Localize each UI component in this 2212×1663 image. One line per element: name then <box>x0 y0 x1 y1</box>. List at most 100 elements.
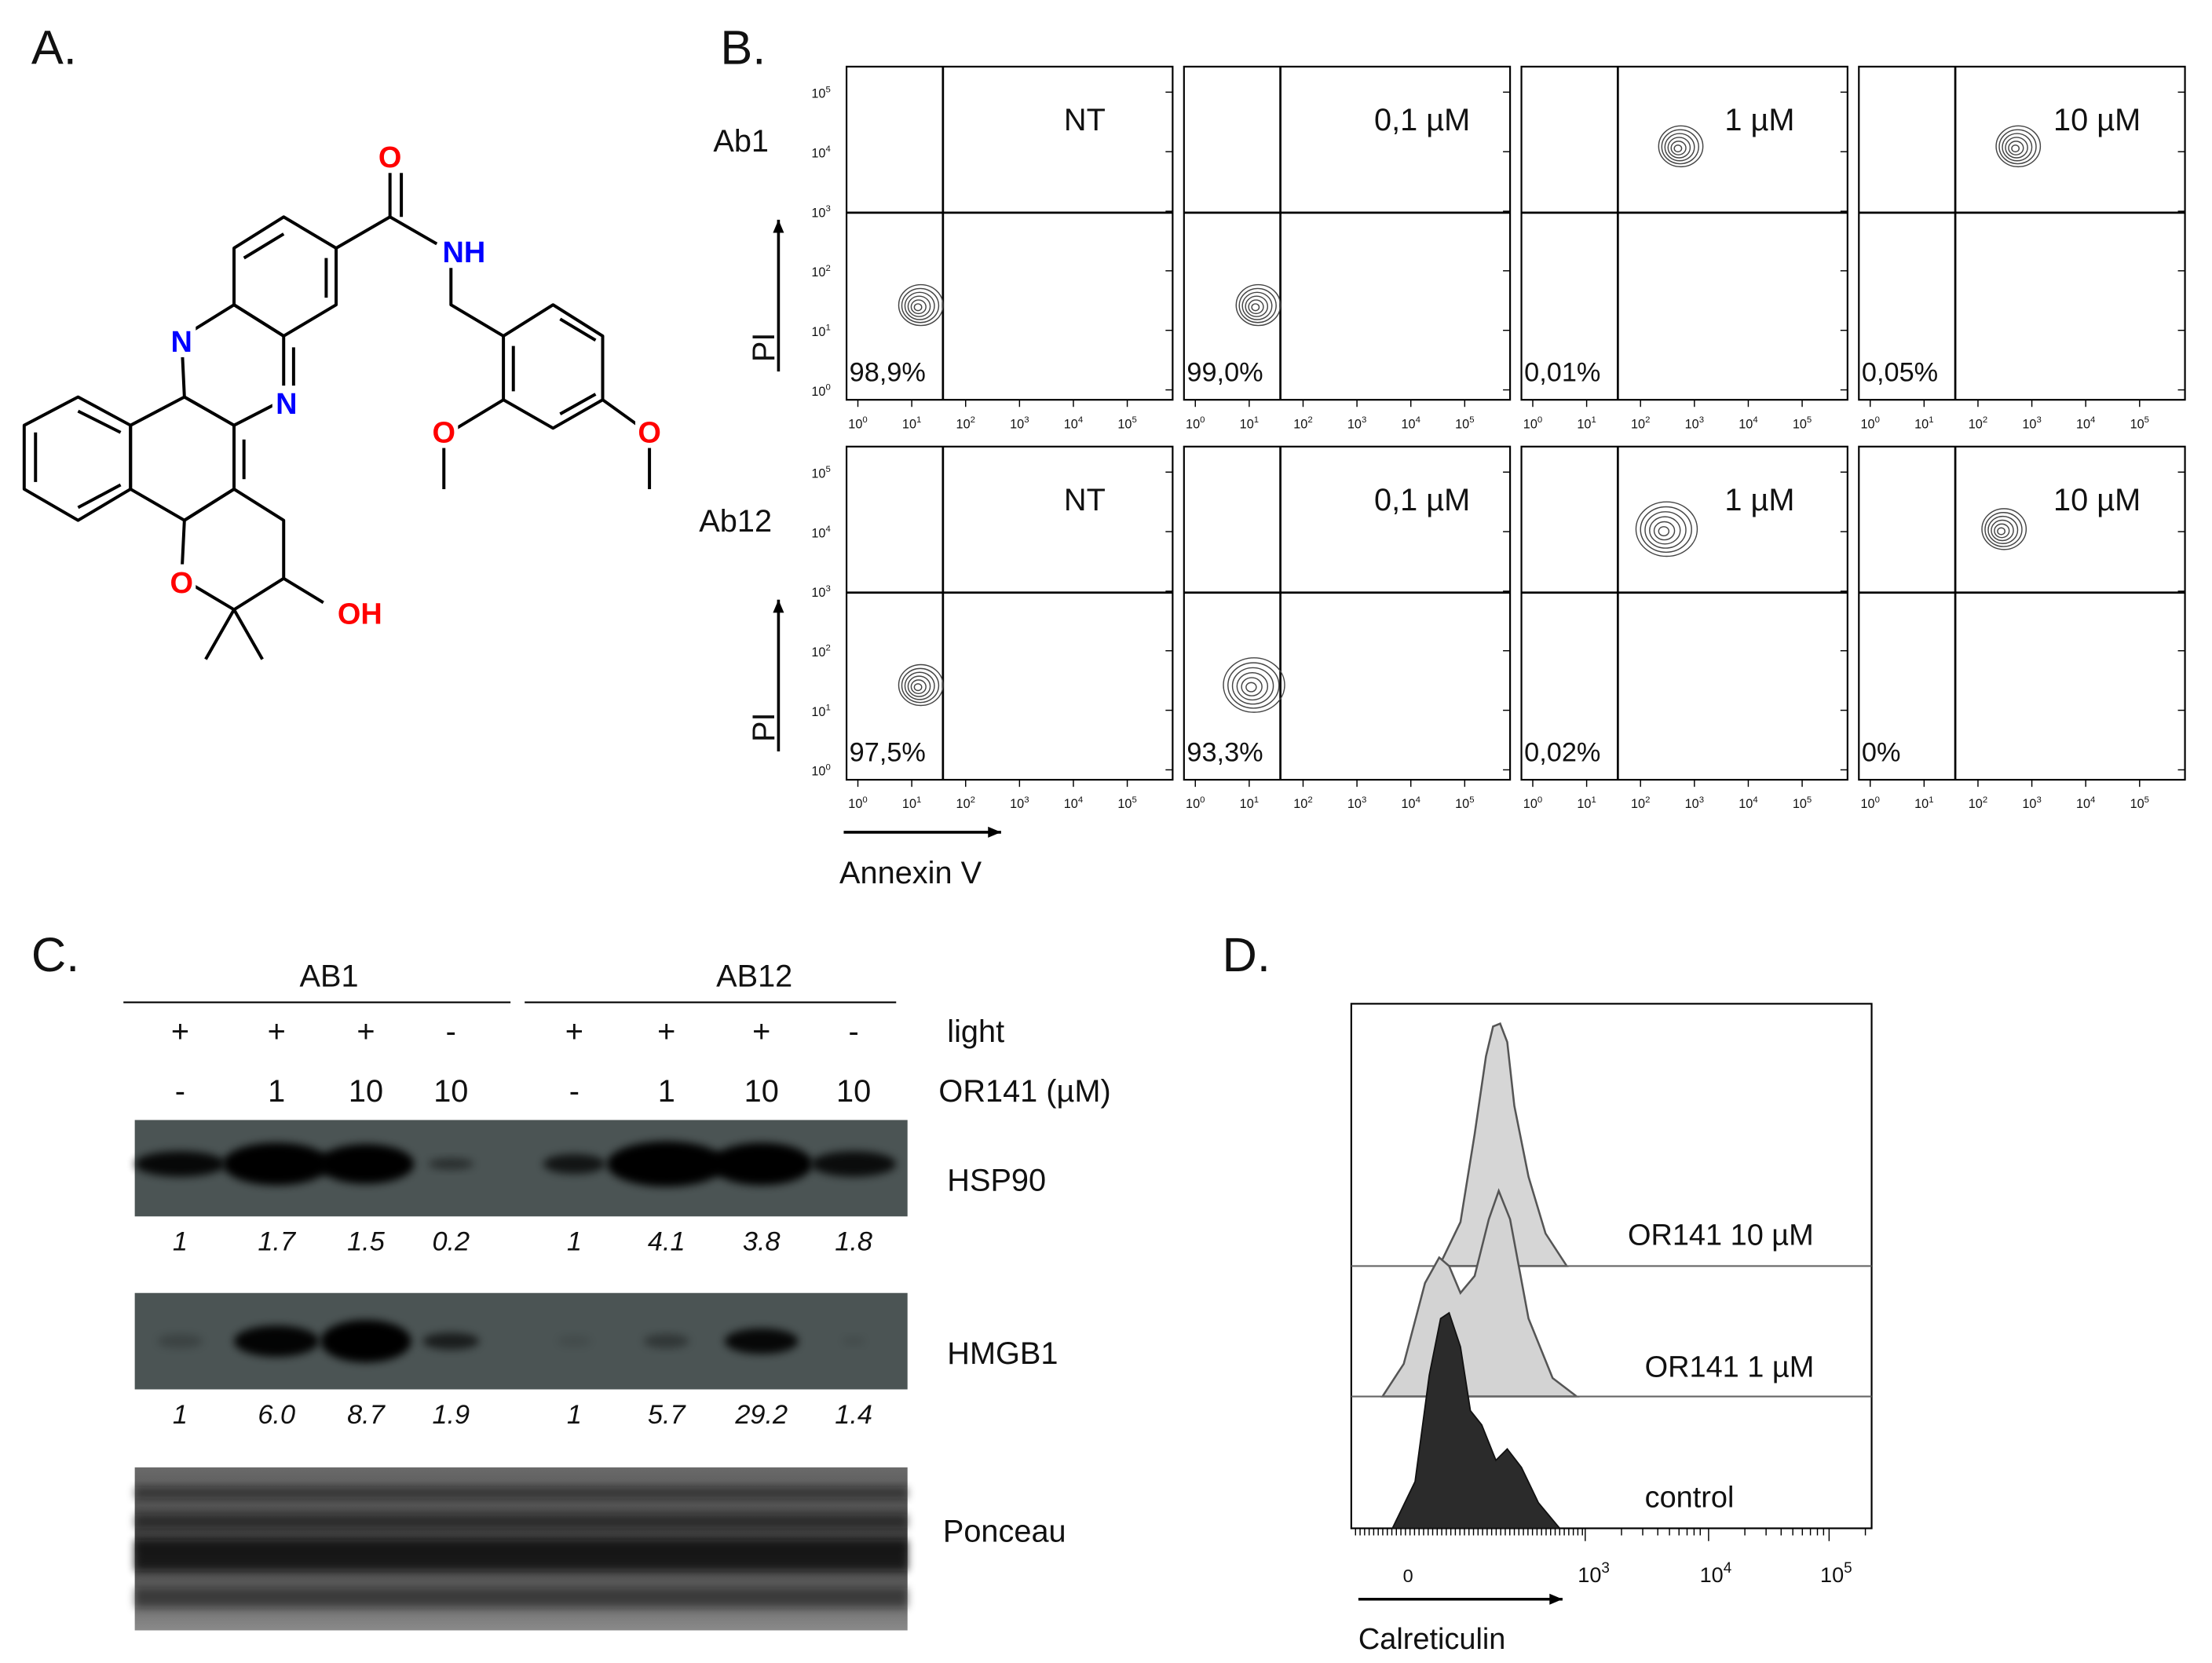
x-tick-label-base: 10 <box>1347 797 1362 811</box>
atom-label: OH <box>338 598 382 630</box>
contour-center <box>915 685 920 690</box>
atom-mask <box>335 595 383 630</box>
band <box>134 1588 908 1608</box>
condition-label: 10 µM <box>2053 103 2141 137</box>
y-tick-label-base: 10 <box>811 265 825 280</box>
x-tick-label: 104 <box>1064 795 1083 811</box>
x-tick-label-base: 10 <box>1293 417 1307 431</box>
ring <box>180 303 286 427</box>
x-tick-label-base: 10 <box>1739 417 1753 431</box>
y-tick-label-base: 10 <box>811 206 825 220</box>
ring <box>22 395 133 522</box>
contour <box>1981 508 2027 550</box>
x-tick-label-base: 10 <box>1455 797 1469 811</box>
x-tick-label-base: 10 <box>1861 417 1875 431</box>
x-tick-label-base: 10 <box>1064 417 1078 431</box>
plot-frame <box>1520 65 1848 401</box>
x-tick-label-base: 10 <box>1402 417 1416 431</box>
x-tick-label-base: 10 <box>1402 797 1416 811</box>
x-tick-label: 102 <box>1631 795 1650 811</box>
band <box>422 1332 480 1350</box>
band <box>643 1334 689 1349</box>
x-tick-label-base: 10 <box>1739 797 1753 811</box>
quant-label: 1.5 <box>347 1227 386 1257</box>
x-tick-label: 100 <box>848 415 867 431</box>
x-tick-label-exponent: 0 <box>862 795 867 805</box>
y-tick-label-exponent: 4 <box>825 144 830 154</box>
band <box>543 1153 606 1175</box>
histogram <box>1391 1311 1562 1530</box>
contour-center <box>915 305 920 310</box>
y-tick-label: 101 <box>811 704 830 719</box>
x-tick-label: 105 <box>1455 415 1474 431</box>
plot-frame <box>1183 65 1512 401</box>
contour <box>1984 512 2023 547</box>
row-label: OR141 (µM) <box>938 1074 1110 1109</box>
x-tick-label-base: 10 <box>2130 417 2144 431</box>
y-tick-label-exponent: 1 <box>825 704 830 713</box>
x-tick-label-exponent: 3 <box>1601 1560 1610 1577</box>
x-tick-label-exponent: 3 <box>1362 415 1366 425</box>
contour <box>913 303 923 312</box>
x-tick-label-exponent: 3 <box>1024 795 1029 805</box>
x-tick-label: 100 <box>1186 795 1205 811</box>
trace-label: OR141 1 µM <box>1645 1351 1815 1383</box>
x-tick-label: 105 <box>2130 415 2149 431</box>
x-tick-label: 105 <box>1117 415 1136 431</box>
x-tick-label: 0 <box>1403 1566 1413 1586</box>
trace-label: control <box>1645 1481 1735 1514</box>
y-tick-label: 103 <box>811 584 830 600</box>
x-tick-label: 103 <box>1685 795 1704 811</box>
atom-mask <box>167 323 196 358</box>
x-tick-label-base: 10 <box>902 417 916 431</box>
x-tick-label: 102 <box>1631 415 1650 431</box>
contour <box>1248 299 1264 315</box>
band <box>606 1141 726 1187</box>
x-tick-label: 104 <box>1064 415 1083 431</box>
contour <box>1223 657 1285 713</box>
x-tick-label-base: 10 <box>1064 797 1078 811</box>
percent-label: 0,02% <box>1524 738 1600 768</box>
blot-label: Ponceau <box>943 1515 1066 1549</box>
condition-label: NT <box>1064 483 1106 517</box>
y-tick-label-base: 10 <box>811 645 825 660</box>
y-tick-label: 100 <box>811 382 830 398</box>
x-tick-label: 102 <box>956 415 975 431</box>
quant-label: 1.4 <box>835 1400 872 1430</box>
x-tick-label-exponent: 0 <box>862 415 867 425</box>
contour-center <box>1252 305 1257 310</box>
condition-label: 10 µM <box>2053 483 2141 517</box>
atom-mask <box>167 564 196 598</box>
x-tick-label-base: 10 <box>848 797 862 811</box>
light-label: + <box>752 1014 770 1049</box>
x-tick-label: 103 <box>2022 415 2041 431</box>
x-tick-label-exponent: 2 <box>1645 415 1650 425</box>
quant-label: 1.8 <box>835 1227 872 1257</box>
light-label: + <box>268 1014 286 1049</box>
x-tick-label-exponent: 4 <box>1416 415 1420 425</box>
ring <box>180 487 286 612</box>
band <box>134 1539 908 1571</box>
band <box>724 1328 799 1354</box>
histogram <box>1437 1022 1569 1267</box>
x-tick-label-base: 10 <box>1455 417 1469 431</box>
contour <box>1238 287 1277 323</box>
x-tick-label: 103 <box>1578 1560 1610 1587</box>
atom-mask <box>430 414 459 448</box>
contour <box>2011 144 2020 153</box>
y-tick-label-base: 10 <box>811 526 825 540</box>
x-tick-label: 101 <box>1240 415 1259 431</box>
dose-label: - <box>569 1074 580 1109</box>
contour <box>1658 526 1670 537</box>
contour <box>904 291 935 320</box>
dose-label: 1 <box>268 1074 285 1109</box>
y-tick-label-exponent: 3 <box>825 584 830 594</box>
percent-label: 0,05% <box>1862 358 1938 388</box>
x-tick-label-exponent: 2 <box>1645 795 1650 805</box>
x-tick-label-exponent: 4 <box>1078 415 1083 425</box>
y-tick-label: 104 <box>811 144 830 160</box>
light-label: + <box>356 1014 375 1049</box>
contour <box>1667 137 1691 159</box>
band <box>234 1325 320 1357</box>
y-axis-label: PI <box>747 333 781 363</box>
